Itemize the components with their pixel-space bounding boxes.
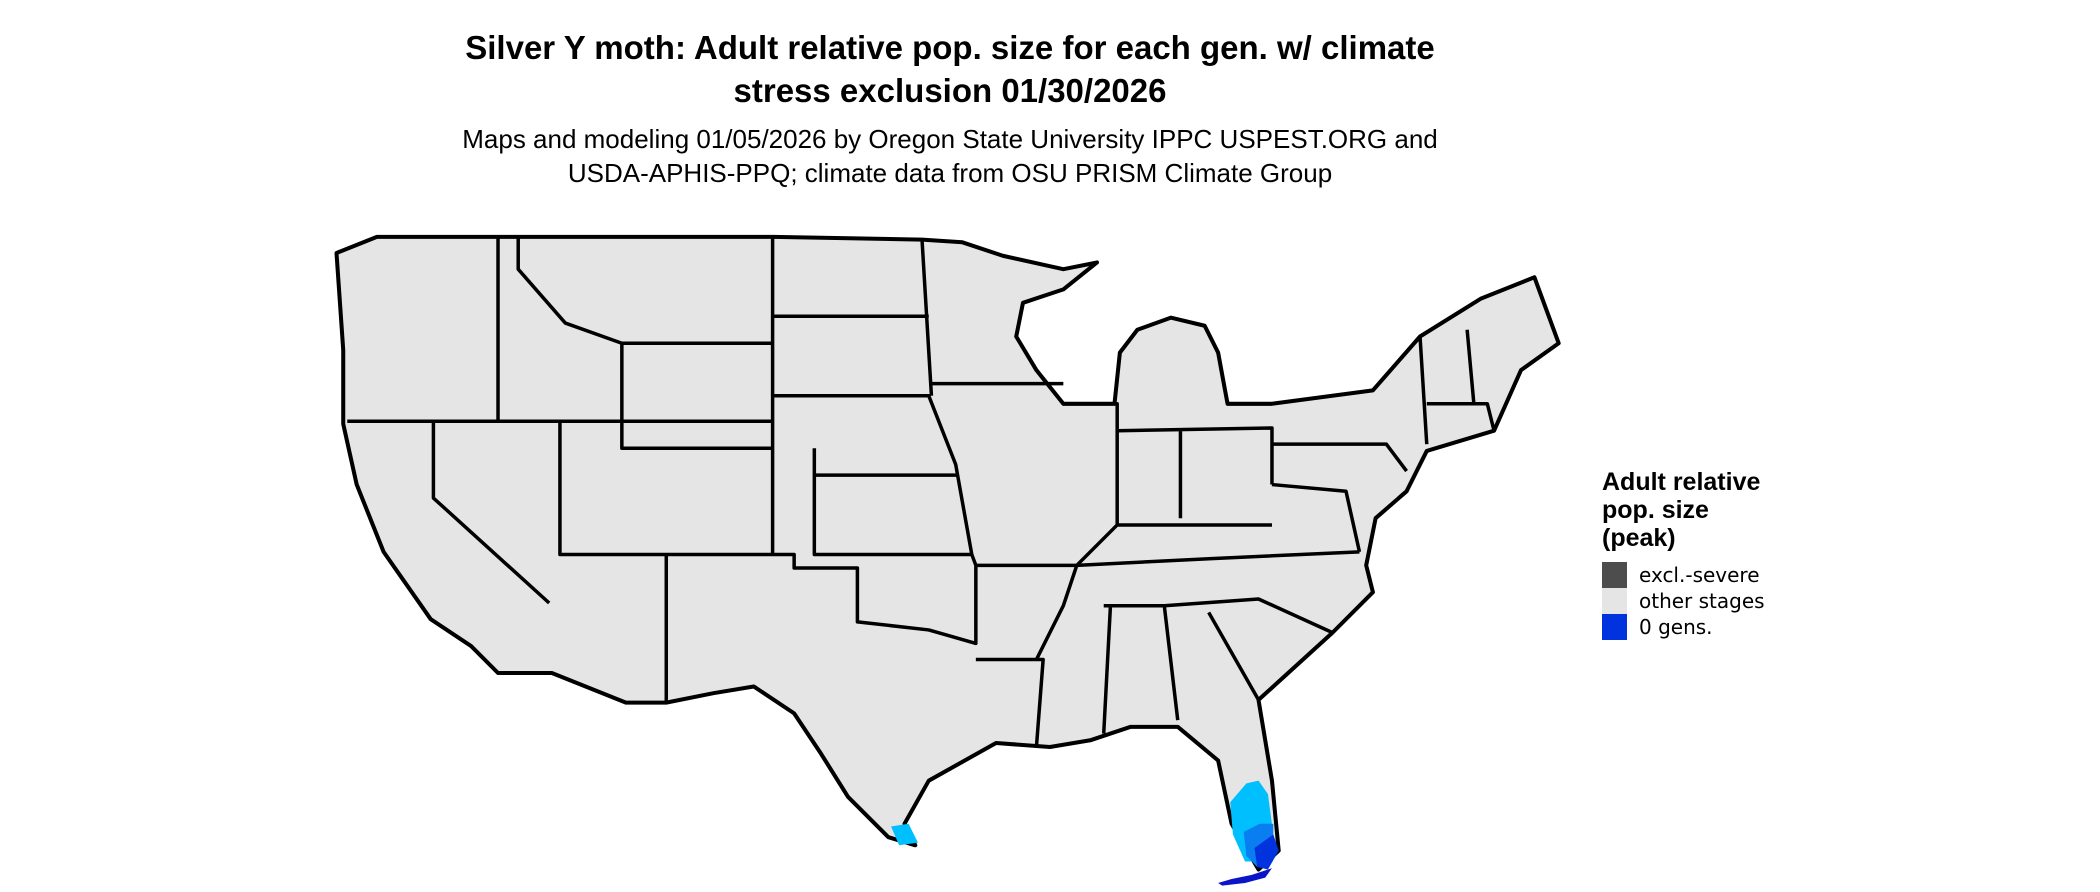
legend-swatch [1602, 588, 1627, 614]
title-line-2: stress exclusion 01/30/2026 [733, 72, 1167, 109]
map-title: Silver Y moth: Adult relative pop. size … [0, 26, 1900, 112]
title-line-1: Silver Y moth: Adult relative pop. size … [465, 29, 1435, 66]
legend-swatch [1602, 614, 1627, 640]
legend-title-line-1: Adult relative [1602, 468, 1761, 496]
subtitle-line-2: USDA-APHIS-PPQ; climate data from OSU PR… [567, 158, 1333, 188]
legend: Adult relative pop. size (peak) excl.-se… [1602, 468, 1765, 640]
florida-low-pop-area [1254, 834, 1279, 870]
legend-title-line-2: pop. size [1602, 496, 1709, 524]
texas-high-pop-area [891, 823, 918, 846]
legend-label: 0 gens. [1639, 615, 1713, 639]
state-borders [347, 236, 1496, 748]
legend-item-other-stages: other stages [1602, 588, 1765, 614]
legend-label: excl.-severe [1639, 563, 1760, 587]
map-subtitle: Maps and modeling 01/05/2026 by Oregon S… [0, 122, 1900, 190]
legend-items: excl.-severe other stages 0 gens. [1602, 562, 1765, 640]
legend-title: Adult relative pop. size (peak) [1602, 468, 1765, 552]
florida-keys-area [1218, 868, 1272, 886]
legend-title-line-3: (peak) [1602, 524, 1676, 552]
legend-item-excl-severe: excl.-severe [1602, 562, 1765, 588]
subtitle-line-1: Maps and modeling 01/05/2026 by Oregon S… [462, 124, 1438, 154]
legend-label: other stages [1639, 589, 1765, 613]
legend-item-0-gens: 0 gens. [1602, 614, 1765, 640]
legend-swatch [1602, 562, 1627, 588]
